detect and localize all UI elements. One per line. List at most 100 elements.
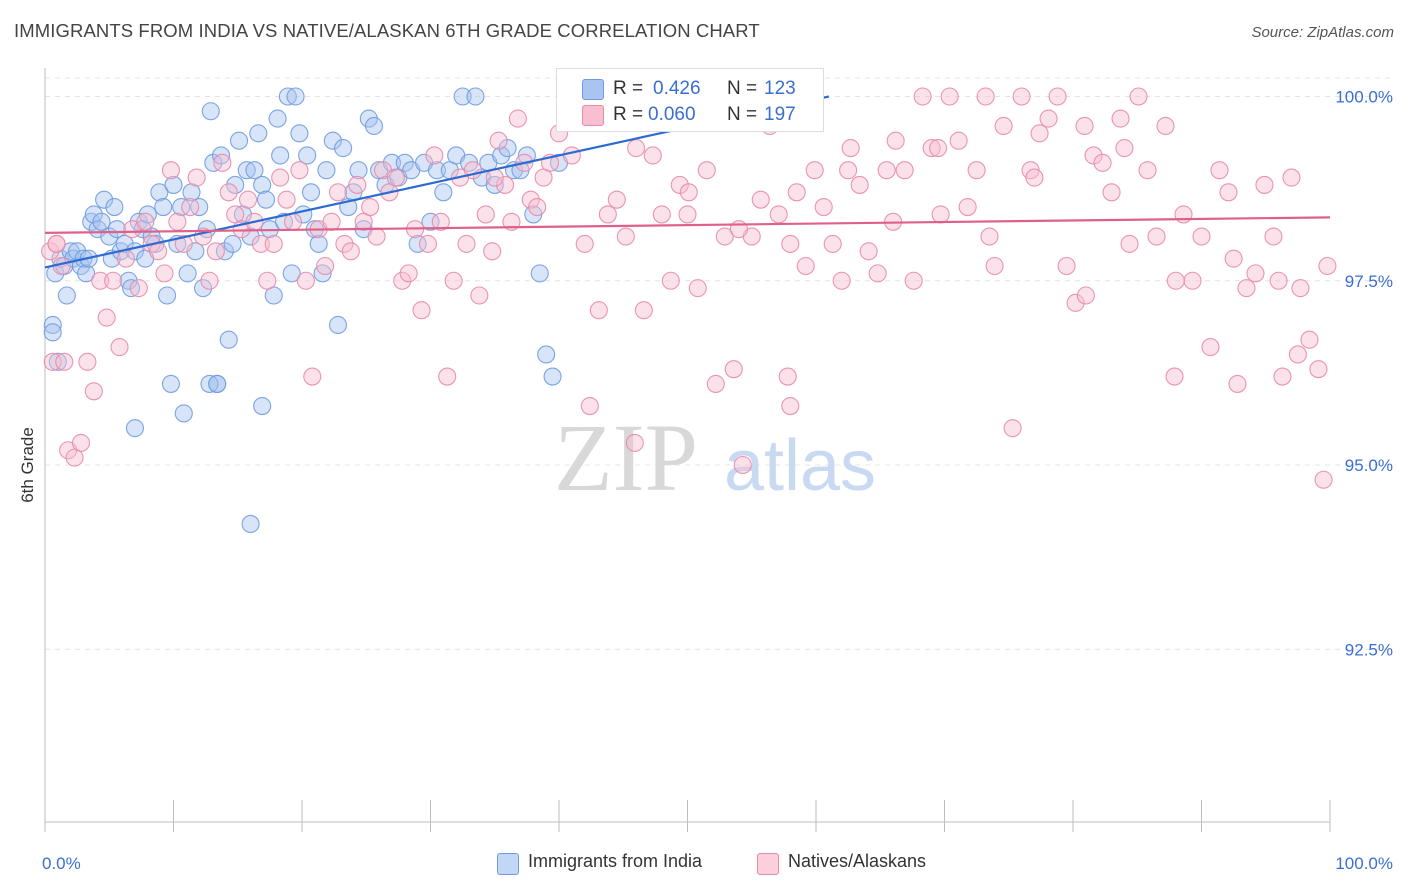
data-point	[895, 161, 914, 180]
legend-n-label: N =	[727, 104, 758, 125]
legend-row-natives: R = 0.060 N = 197	[557, 101, 823, 129]
data-point	[980, 227, 999, 246]
data-point	[839, 161, 858, 180]
data-point	[1048, 87, 1067, 106]
data-point	[125, 419, 144, 438]
data-point	[1057, 256, 1076, 276]
data-point	[643, 146, 662, 165]
data-point	[1288, 345, 1307, 364]
data-point	[92, 212, 111, 231]
data-point	[110, 338, 129, 357]
data-point	[832, 271, 851, 290]
data-point	[328, 315, 348, 335]
data-point	[298, 146, 317, 165]
data-point	[502, 212, 521, 231]
data-point	[91, 271, 110, 290]
data-point	[277, 190, 296, 209]
data-point	[201, 102, 220, 121]
data-point	[859, 242, 878, 261]
data-point	[457, 234, 476, 253]
data-point	[129, 279, 148, 298]
data-point	[796, 256, 815, 276]
data-point	[1111, 109, 1130, 128]
data-point	[84, 205, 103, 224]
data-point	[589, 301, 608, 320]
data-point	[367, 227, 386, 246]
data-point	[679, 183, 698, 202]
data-point	[249, 124, 268, 143]
data-point	[1314, 470, 1333, 489]
data-point	[1115, 139, 1134, 158]
data-point	[1075, 116, 1094, 136]
data-point	[187, 168, 206, 187]
data-point	[95, 190, 114, 209]
data-point	[317, 161, 336, 180]
data-point	[1030, 124, 1049, 143]
data-point	[733, 455, 752, 475]
data-point	[562, 146, 581, 165]
data-point	[213, 153, 232, 172]
data-point	[155, 264, 174, 283]
data-point	[688, 279, 707, 298]
data-point	[1255, 175, 1274, 194]
data-point	[985, 256, 1004, 276]
data-point	[537, 345, 556, 364]
data-point	[466, 87, 485, 106]
bottom-legend-label-india: Immigrants from India	[528, 851, 703, 871]
data-point	[470, 286, 489, 305]
data-point	[1318, 256, 1337, 276]
data-point	[316, 256, 335, 276]
data-point	[334, 139, 353, 158]
data-point	[47, 234, 66, 253]
data-point	[958, 198, 977, 217]
x-tick-label-min: 0.0%	[42, 854, 81, 873]
data-point	[150, 183, 169, 202]
legend-r-value-india: 0.426	[653, 78, 701, 99]
data-point	[313, 264, 332, 283]
data-point	[251, 234, 270, 253]
data-point	[814, 198, 833, 217]
data-point	[1084, 146, 1103, 165]
data-point	[1273, 367, 1292, 386]
data-point	[158, 286, 177, 305]
data-point	[1147, 227, 1166, 246]
data-point	[421, 212, 440, 231]
legend-n-value-natives: 197	[764, 104, 796, 125]
data-point	[154, 198, 173, 217]
data-point	[949, 131, 968, 150]
data-point	[627, 139, 646, 158]
bottom-legend-swatch-natives	[757, 853, 779, 875]
data-point	[1237, 279, 1256, 298]
data-point	[241, 227, 260, 246]
data-point	[580, 396, 599, 416]
data-point	[168, 212, 187, 231]
data-point	[219, 330, 238, 349]
data-point	[258, 271, 277, 290]
data-point	[412, 301, 431, 320]
data-point	[1309, 360, 1328, 379]
data-point	[485, 175, 504, 194]
legend-n-value-india: 123	[764, 78, 796, 99]
data-point	[229, 131, 249, 150]
data-point	[1269, 271, 1288, 290]
data-point	[395, 153, 414, 172]
data-point	[508, 109, 527, 128]
data-point	[1120, 234, 1139, 253]
watermark-atlas: atlas	[724, 426, 876, 506]
data-point	[769, 205, 788, 224]
data-point	[97, 308, 116, 327]
data-point	[1138, 161, 1157, 180]
data-point	[1156, 116, 1175, 136]
data-point	[418, 234, 437, 253]
data-point	[444, 271, 463, 290]
data-point	[841, 139, 860, 158]
data-point	[1201, 338, 1220, 357]
y-tick-labels: 100.0% 97.5% 95.0% 92.5%	[1335, 88, 1393, 660]
data-point	[200, 374, 219, 393]
y-tick-label: 97.5%	[1345, 272, 1393, 291]
data-point	[1174, 205, 1193, 224]
data-point	[122, 279, 141, 298]
data-point	[498, 139, 517, 158]
data-point	[678, 205, 697, 224]
bottom-legend-label-natives: Natives/Alaskans	[788, 851, 927, 871]
